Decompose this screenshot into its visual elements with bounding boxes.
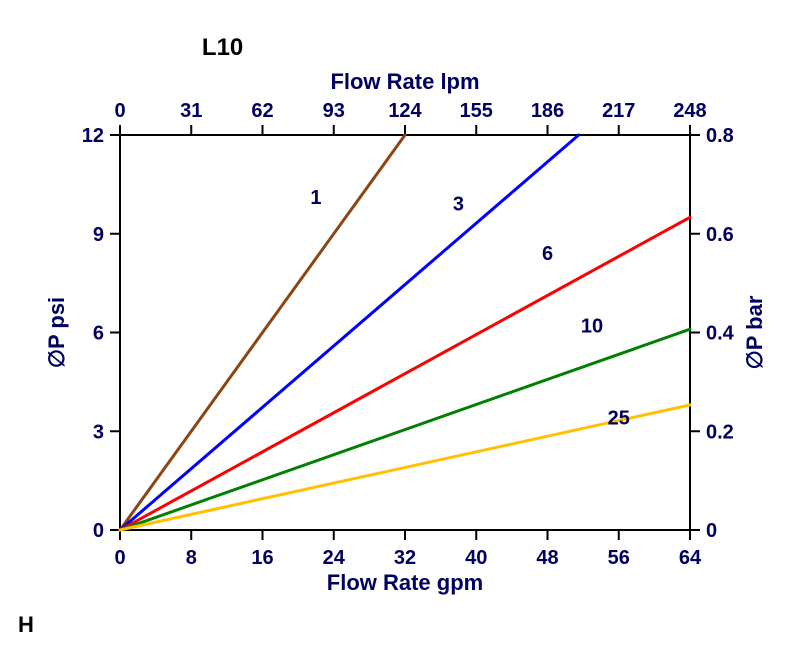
chart-title: L10 — [202, 34, 243, 61]
y-right-tick-label: 0.2 — [706, 421, 734, 443]
y-left-tick-label: 9 — [93, 224, 104, 246]
x-bottom-tick-label: 48 — [536, 547, 558, 569]
series-label-3: 3 — [453, 194, 464, 216]
series-label-1: 1 — [310, 187, 321, 209]
y-left-tick-label: 0 — [93, 520, 104, 542]
series-line-25 — [120, 405, 690, 530]
pressure-drop-chart: 0816243240485664Flow Rate gpm03162931241… — [0, 0, 798, 646]
x-top-tick-label: 62 — [251, 100, 273, 122]
y-right-tick-label: 0.8 — [706, 125, 734, 147]
x-bottom-tick-label: 24 — [323, 547, 346, 569]
x-bottom-tick-label: 0 — [114, 547, 125, 569]
corner-label: H — [18, 612, 34, 638]
series-line-3 — [120, 135, 579, 530]
x-top-tick-label: 31 — [180, 100, 202, 122]
y-right-tick-label: 0 — [706, 520, 717, 542]
y-right-tick-label: 0.6 — [706, 224, 734, 246]
x-top-tick-label: 0 — [114, 100, 125, 122]
page: 0816243240485664Flow Rate gpm03162931241… — [0, 0, 798, 646]
x-top-tick-label: 186 — [531, 100, 564, 122]
series-line-1 — [120, 135, 405, 530]
x-top-tick-label: 93 — [323, 100, 345, 122]
series-line-10 — [120, 329, 690, 530]
x-top-tick-label: 155 — [460, 100, 493, 122]
y-right-axis-label: ∅P bar — [742, 295, 767, 369]
x-bottom-tick-label: 16 — [251, 547, 273, 569]
series-label-10: 10 — [581, 316, 603, 338]
y-left-tick-label: 6 — [93, 323, 104, 345]
x-top-tick-label: 248 — [673, 100, 706, 122]
x-top-axis-label: Flow Rate lpm — [330, 69, 479, 94]
x-bottom-axis-label: Flow Rate gpm — [327, 570, 483, 595]
series-label-25: 25 — [608, 408, 630, 430]
x-bottom-tick-label: 32 — [394, 547, 416, 569]
y-left-tick-label: 3 — [93, 421, 104, 443]
x-bottom-tick-label: 56 — [608, 547, 630, 569]
y-left-axis-label: ∅P psi — [44, 297, 69, 368]
y-right-tick-label: 0.4 — [706, 323, 735, 345]
x-bottom-tick-label: 64 — [679, 547, 702, 569]
x-bottom-tick-label: 8 — [186, 547, 197, 569]
x-top-tick-label: 217 — [602, 100, 635, 122]
series-line-6 — [120, 217, 690, 530]
y-left-tick-label: 12 — [82, 125, 104, 147]
x-top-tick-label: 124 — [388, 100, 422, 122]
series-label-6: 6 — [542, 243, 553, 265]
x-bottom-tick-label: 40 — [465, 547, 487, 569]
plot-frame — [120, 135, 690, 530]
